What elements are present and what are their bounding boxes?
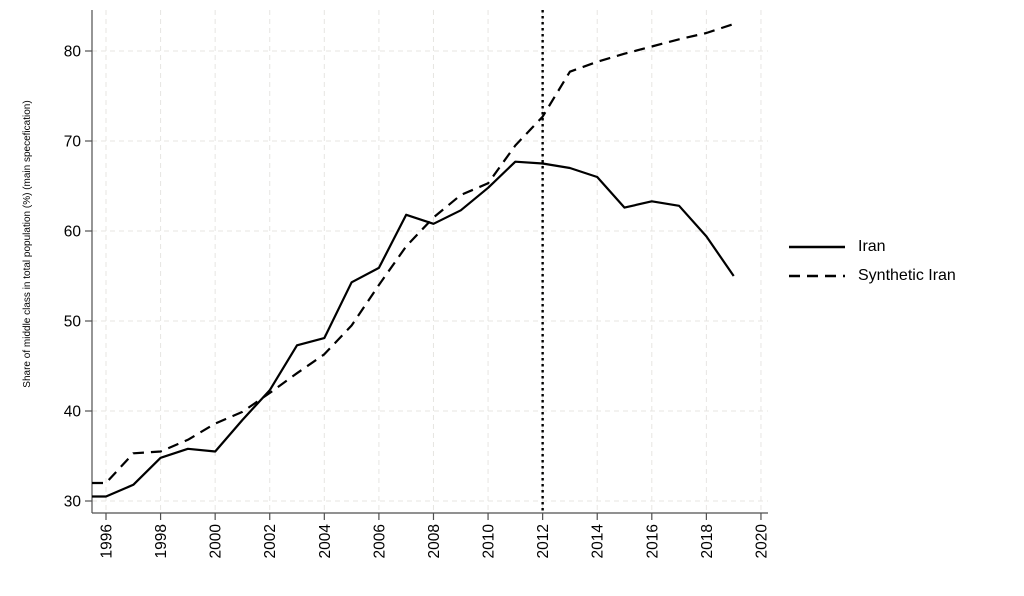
x-tick-label: 2020 [753, 524, 770, 559]
legend-item-iran: Iran [788, 236, 956, 258]
y-tick-label: 50 [64, 314, 82, 331]
series-lines [92, 22, 735, 498]
legend-item-synthetic-iran: Synthetic Iran [788, 265, 956, 287]
legend-label-iran: Iran [858, 238, 886, 255]
x-tick-label: 2008 [426, 524, 443, 558]
x-tick-label: 2010 [481, 524, 498, 559]
synthetic-iran-series-line [92, 22, 735, 485]
gridlines [92, 10, 768, 513]
legend: Iran Synthetic Iran [788, 236, 956, 287]
x-tick-label: 2004 [317, 524, 334, 559]
x-tick-label: 2016 [644, 524, 661, 558]
synthetic-iran-line-swatch [789, 274, 845, 278]
axes: 30 40 50 60 70 80 1996 1998 2000 2002 2004 2006 2008… [22, 10, 770, 558]
y-tick-label: 80 [64, 44, 82, 61]
x-tick-label: 1998 [153, 524, 170, 558]
y-tick-label: 40 [64, 404, 82, 421]
iran-series-line [92, 160, 735, 498]
iran-line-swatch [789, 245, 845, 249]
y-axis-title: Share of middle class in total populatio… [22, 100, 33, 387]
x-tick-label: 1996 [99, 524, 116, 558]
legend-label-synthetic-iran: Synthetic Iran [858, 267, 956, 284]
y-tick-label: 70 [64, 134, 82, 151]
x-tick-label: 2018 [699, 524, 716, 558]
x-tick-label: 2000 [208, 524, 225, 559]
x-tick-label: 2006 [371, 524, 388, 558]
x-tick-label: 2012 [535, 524, 552, 558]
x-tick-label: 2002 [262, 524, 279, 558]
x-tick-label: 2014 [590, 524, 607, 559]
y-tick-label: 30 [64, 494, 82, 511]
y-tick-label: 60 [64, 224, 82, 241]
